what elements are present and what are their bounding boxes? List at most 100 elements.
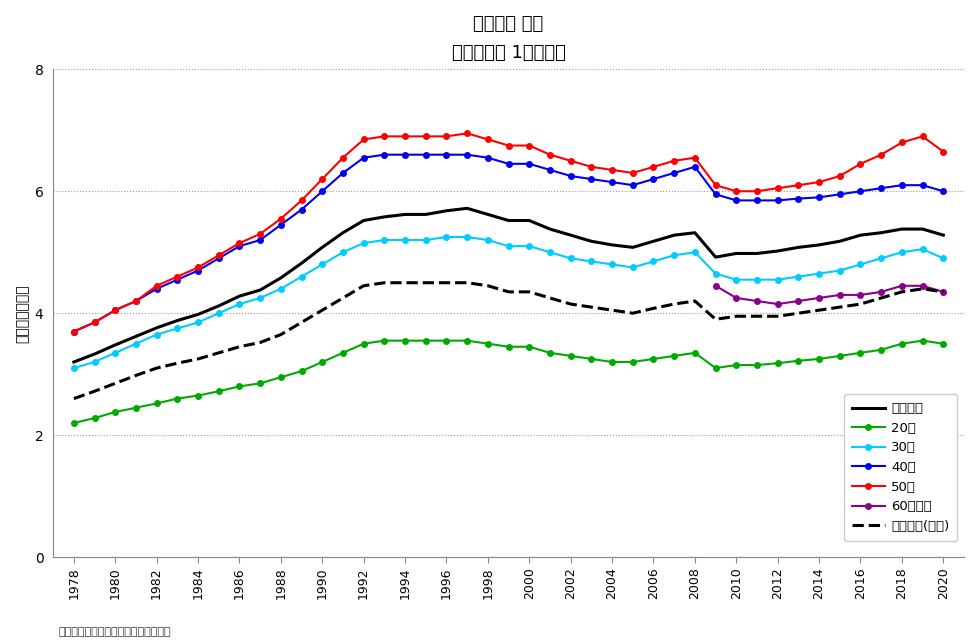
20代	[523, 343, 535, 351]
40代	[605, 179, 617, 186]
30代	[336, 248, 348, 256]
男性合計	[771, 247, 782, 255]
30代	[254, 294, 266, 302]
男女合計(参考)	[895, 288, 907, 296]
40代	[67, 328, 79, 335]
50代	[647, 163, 659, 171]
30代	[420, 236, 431, 244]
20代	[502, 343, 513, 351]
30代	[89, 358, 101, 366]
男女合計(参考)	[316, 307, 328, 314]
20代	[151, 399, 162, 407]
40代	[626, 181, 638, 189]
男性合計	[130, 333, 142, 340]
20代	[481, 340, 493, 348]
30代	[792, 273, 804, 280]
男性合計	[605, 241, 617, 249]
男性合計	[440, 207, 452, 214]
30代	[647, 257, 659, 265]
Line: 60歳以上: 60歳以上	[712, 283, 945, 307]
20代	[709, 364, 721, 372]
20代	[895, 340, 907, 348]
50代	[357, 136, 369, 143]
30代	[502, 243, 513, 250]
20代	[792, 357, 804, 365]
40代	[481, 154, 493, 161]
40代	[564, 172, 576, 180]
40代	[544, 166, 556, 173]
50代	[420, 132, 431, 140]
男女合計(参考)	[295, 319, 307, 326]
男女合計(参考)	[336, 294, 348, 302]
男女合計(参考)	[378, 279, 390, 287]
20代	[378, 337, 390, 344]
男性合計	[192, 310, 203, 318]
60歳以上	[915, 282, 927, 290]
男性合計	[544, 225, 556, 233]
40代	[730, 196, 741, 204]
30代	[67, 364, 79, 372]
30代	[813, 269, 824, 277]
男女合計(参考)	[171, 360, 183, 367]
30代	[151, 331, 162, 339]
20代	[89, 414, 101, 422]
60歳以上	[730, 294, 741, 302]
男性合計	[502, 217, 513, 225]
30代	[399, 236, 411, 244]
男性合計	[110, 341, 121, 349]
30代	[771, 276, 782, 284]
男性合計	[689, 229, 700, 237]
30代	[895, 248, 907, 256]
50代	[399, 132, 411, 140]
男女合計(参考)	[709, 316, 721, 323]
30代	[440, 233, 452, 241]
50代	[854, 160, 866, 168]
Line: 20代: 20代	[71, 338, 945, 426]
50代	[564, 157, 576, 164]
40代	[212, 255, 224, 262]
50代	[895, 139, 907, 147]
30代	[833, 267, 845, 275]
男女合計(参考)	[254, 339, 266, 346]
40代	[502, 160, 513, 168]
30代	[564, 255, 576, 262]
男性合計	[709, 253, 721, 261]
50代	[295, 196, 307, 204]
20代	[295, 367, 307, 375]
40代	[440, 151, 452, 159]
男性合計	[564, 231, 576, 239]
50代	[151, 282, 162, 290]
20代	[564, 352, 576, 360]
40代	[689, 163, 700, 171]
Line: 30代: 30代	[71, 234, 945, 371]
40代	[234, 243, 245, 250]
男女合計(参考)	[585, 303, 597, 311]
男女合計(参考)	[647, 305, 659, 312]
男女合計(参考)	[523, 288, 535, 296]
男女合計(参考)	[750, 312, 762, 320]
男女合計(参考)	[874, 294, 886, 302]
男性合計	[833, 237, 845, 245]
20代	[461, 337, 472, 344]
男女合計(参考)	[915, 285, 927, 292]
30代	[275, 285, 287, 292]
男女合計(参考)	[275, 331, 287, 339]
20代	[605, 358, 617, 366]
50代	[110, 307, 121, 314]
男性合計	[378, 213, 390, 221]
男性合計	[481, 211, 493, 218]
60歳以上	[895, 282, 907, 290]
Title: 平均給与 男性
年齢階層別 1年勤続者: 平均給与 男性 年齢階層別 1年勤続者	[451, 15, 565, 62]
30代	[689, 248, 700, 256]
50代	[481, 136, 493, 143]
20代	[254, 380, 266, 387]
50代	[130, 297, 142, 305]
男女合計(参考)	[89, 387, 101, 395]
30代	[709, 269, 721, 277]
男女合計(参考)	[461, 279, 472, 287]
50代	[668, 157, 680, 164]
20代	[813, 355, 824, 363]
20代	[915, 337, 927, 344]
40代	[295, 205, 307, 213]
50代	[440, 132, 452, 140]
